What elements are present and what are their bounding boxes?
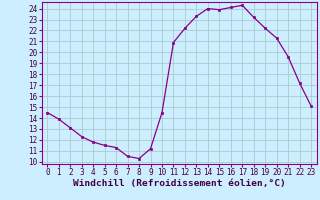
X-axis label: Windchill (Refroidissement éolien,°C): Windchill (Refroidissement éolien,°C) [73,179,285,188]
